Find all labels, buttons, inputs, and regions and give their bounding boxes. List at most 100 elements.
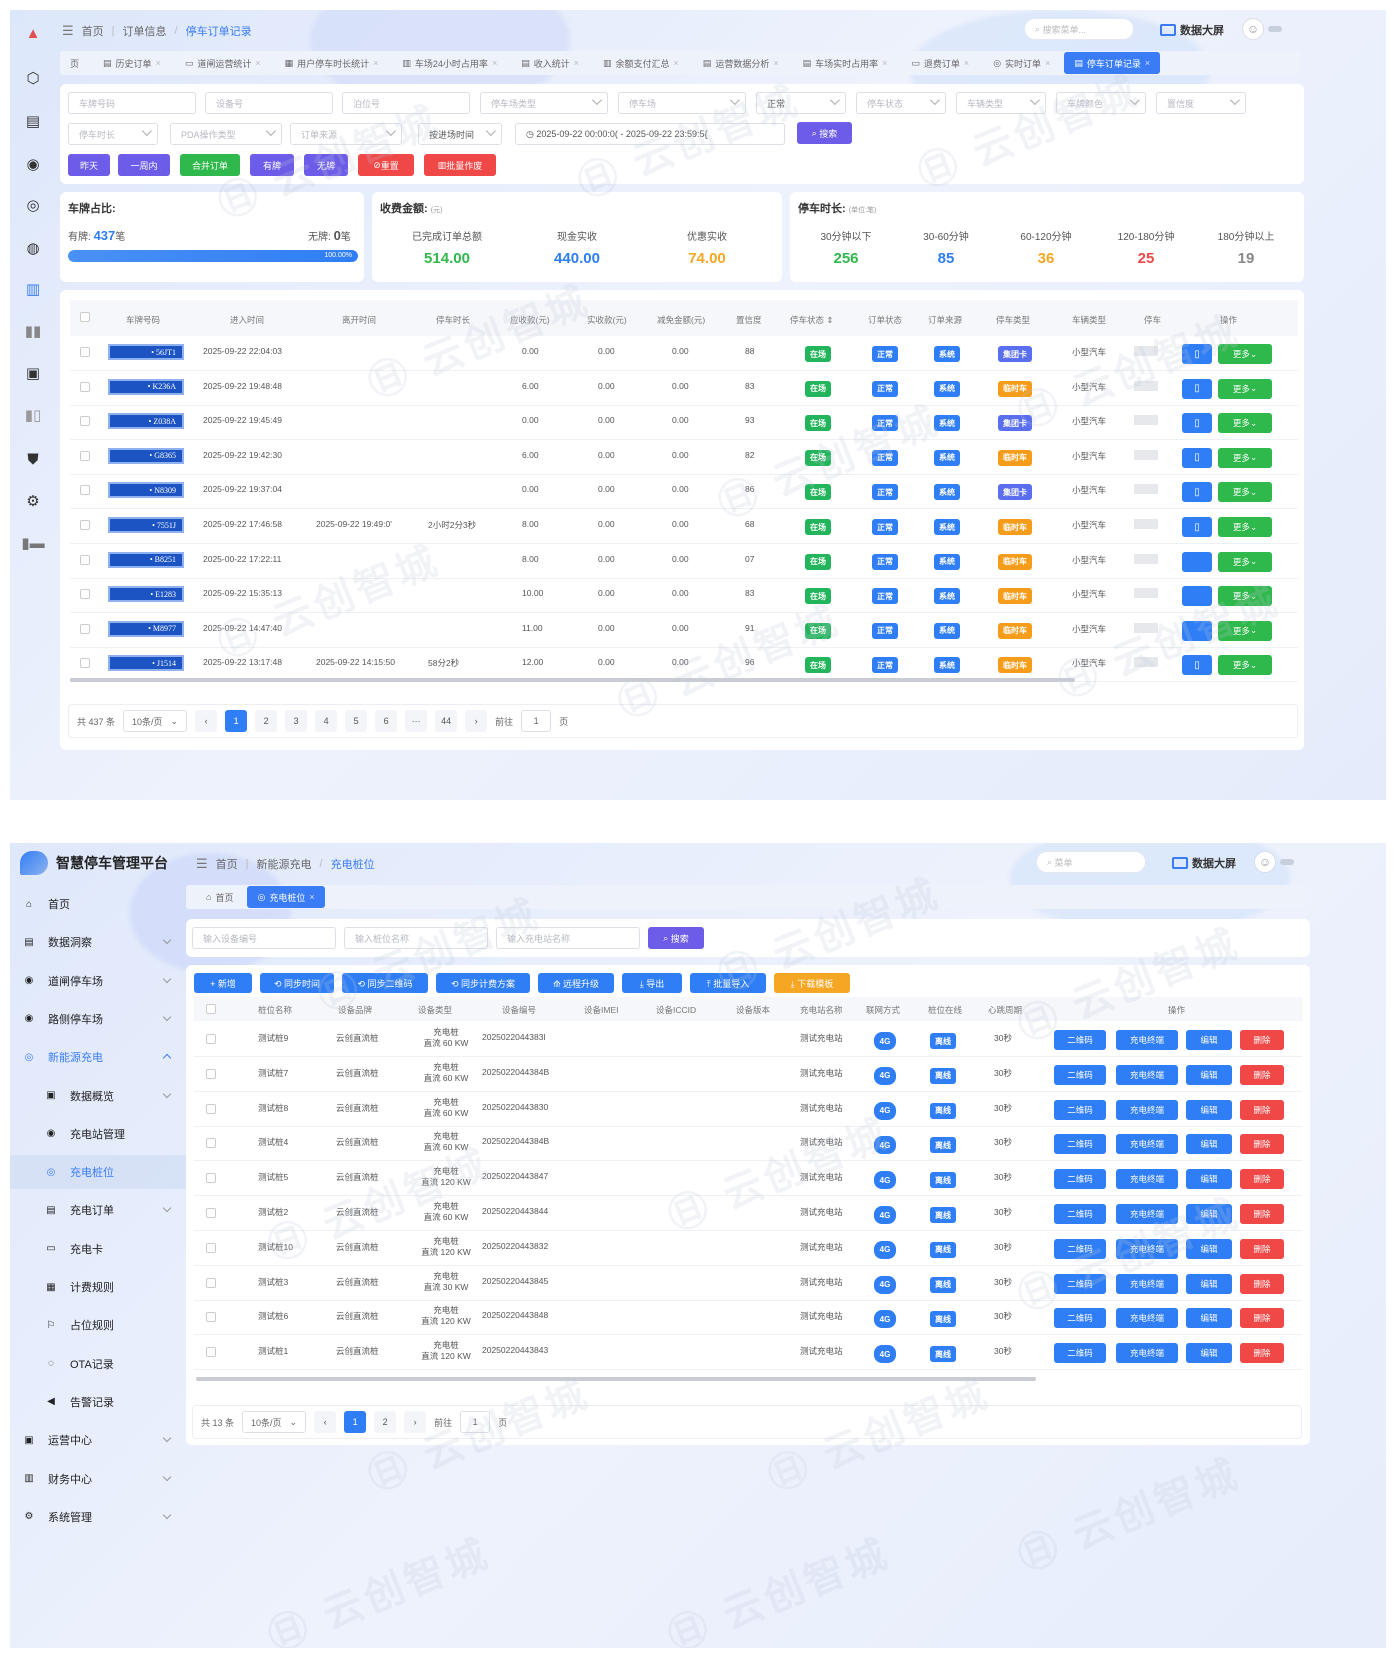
search-input-2[interactable]: 输入充电站名称 [496, 927, 640, 949]
pin-icon[interactable]: ◎ [26, 197, 40, 214]
filter2-3[interactable]: 按进场时间 [418, 123, 502, 145]
select-all-checkbox[interactable] [80, 312, 90, 322]
sidebar-item-10[interactable]: ▦ 计费规则 [10, 1270, 186, 1304]
more-button[interactable]: 更多 ⌄ [1218, 551, 1272, 572]
page-3[interactable]: 3 [285, 710, 308, 732]
view-detail-button[interactable]: ▯ [1182, 344, 1212, 364]
filter-2[interactable]: 泊位号 [342, 92, 470, 114]
toolbar-button-0[interactable]: + 新增 [194, 973, 252, 993]
filter2-2[interactable]: 订单来源 [290, 123, 402, 145]
row-checkbox[interactable] [80, 347, 90, 357]
toolbar-button-3[interactable]: ⟲ 同步计费方案 [436, 973, 530, 993]
page-5[interactable]: 5 [345, 710, 368, 732]
qrcode-button[interactable]: 二维码 [1054, 1134, 1106, 1155]
delete-button[interactable]: 删除 [1240, 1238, 1284, 1259]
qrcode-button[interactable]: 二维码 [1054, 1030, 1106, 1050]
prev-page-button[interactable]: ‹ [314, 1411, 337, 1433]
view-detail-button[interactable] [1182, 620, 1212, 641]
goto-page-input[interactable]: 1 [521, 710, 552, 732]
page-4[interactable]: 4 [315, 710, 338, 732]
search-button[interactable]: ⌕ 搜索 [648, 927, 704, 949]
sidebar-item-0[interactable]: ⌂ 首页 [10, 887, 186, 921]
row-checkbox[interactable] [80, 485, 90, 496]
close-icon[interactable]: × [309, 892, 315, 902]
edit-button[interactable]: 编辑 [1186, 1343, 1232, 1364]
row-checkbox[interactable] [206, 1347, 216, 1358]
monitor-icon[interactable]: ▤ [25, 113, 41, 130]
card-icon[interactable]: ▣ [25, 365, 41, 382]
row-checkbox[interactable] [206, 1068, 216, 1079]
delete-button[interactable]: 删除 [1240, 1134, 1284, 1155]
toolbar-button-7[interactable]: ⤓ 下载模板 [774, 973, 850, 993]
toolbar-button-6[interactable]: ⤒ 批量导入 [690, 973, 766, 993]
breadcrumb-item[interactable]: 首页 [215, 859, 238, 871]
row-checkbox[interactable] [206, 1173, 216, 1184]
tab-1[interactable]: ▤ 历史订单 × [93, 52, 171, 74]
charging-terminal-button[interactable]: 充电终端 [1116, 1030, 1178, 1050]
sidebar-item-6[interactable]: ◉ 充电站管理 [10, 1117, 186, 1151]
breadcrumb-item[interactable]: 新能源充电 [256, 859, 312, 871]
tab-6[interactable]: ▥ 余额支付汇总 × [593, 52, 689, 74]
row-checkbox[interactable] [80, 381, 90, 392]
menu-toggle-icon[interactable]: ☰ [196, 856, 208, 871]
sidebar-item-3[interactable]: ◉ 路侧停车场 [10, 1002, 186, 1036]
edit-button[interactable]: 编辑 [1186, 1308, 1232, 1329]
delete-button[interactable]: 删除 [1240, 1099, 1284, 1120]
avatar[interactable]: ☺ [1254, 851, 1276, 873]
edit-button[interactable]: 编辑 [1186, 1099, 1232, 1120]
page-2[interactable]: 2 [374, 1411, 397, 1433]
quick-button-6[interactable]: ▥ 批量作废 [424, 154, 496, 176]
page-···[interactable]: ··· [405, 710, 428, 732]
tab-9[interactable]: ▭ 退费订单 × [901, 52, 979, 74]
data-screen-button[interactable]: 数据大屏 [1172, 855, 1236, 871]
sidebar-item-7[interactable]: ◎ 充电桩位 [10, 1155, 186, 1190]
settings-icon[interactable]: ⚙ [26, 493, 40, 510]
data-screen-button[interactable]: 数据大屏 [1160, 22, 1224, 38]
tab-0[interactable]: 页 [60, 52, 89, 74]
close-icon[interactable]: × [963, 58, 970, 68]
menu-toggle-icon[interactable]: ☰ [62, 23, 74, 38]
tab-5[interactable]: ▤ 收入统计 × [511, 52, 589, 74]
more-button[interactable]: 更多 ⌄ [1218, 517, 1272, 537]
close-icon[interactable]: × [491, 58, 498, 68]
tab-8[interactable]: ▤ 车场实时占用率 × [793, 52, 898, 74]
avatar[interactable]: ☺ [1242, 18, 1264, 40]
sidebar-item-12[interactable]: ◌ OTA记录 [10, 1347, 186, 1381]
panel-icon[interactable]: ▮▯ [24, 407, 42, 424]
next-page-button[interactable]: › [404, 1411, 427, 1433]
row-checkbox[interactable] [80, 623, 90, 634]
charging-terminal-button[interactable]: 充电终端 [1116, 1238, 1178, 1259]
tab-7[interactable]: ▤ 运营数据分析 × [693, 52, 789, 74]
quick-button-3[interactable]: 有牌 [250, 154, 294, 176]
view-detail-button[interactable]: ▯ [1182, 413, 1212, 434]
qrcode-button[interactable]: 二维码 [1054, 1099, 1106, 1120]
sidebar-item-5[interactable]: ▣ 数据概览 [10, 1079, 186, 1113]
charging-terminal-button[interactable]: 充电终端 [1116, 1064, 1178, 1085]
edit-button[interactable]: 编辑 [1186, 1064, 1232, 1085]
next-page-button[interactable]: › [465, 710, 488, 732]
tab-3[interactable]: ▦ 用户停车时长统计 × [275, 52, 389, 74]
sidebar-item-16[interactable]: ⚙ 系统管理 [10, 1500, 186, 1534]
search-input-0[interactable]: 输入设备编号 [192, 927, 336, 949]
edit-button[interactable]: 编辑 [1186, 1030, 1232, 1050]
home-icon[interactable]: ⬡ [26, 70, 40, 87]
view-detail-button[interactable]: ▯ [1182, 482, 1212, 503]
row-checkbox[interactable] [80, 450, 90, 461]
filter-0[interactable]: 车牌号码 [68, 92, 196, 114]
more-button[interactable]: 更多 ⌄ [1218, 447, 1272, 468]
filter-8[interactable]: 车牌颜色 [1056, 92, 1146, 114]
qrcode-button[interactable]: 二维码 [1054, 1064, 1106, 1085]
tab-10[interactable]: ◎ 实时订单 × [983, 52, 1060, 74]
filter-6[interactable]: 停车状态 [856, 92, 946, 114]
more-button[interactable]: 更多 ⌄ [1218, 344, 1272, 364]
row-checkbox[interactable] [206, 1312, 216, 1323]
more-button[interactable]: 更多 ⌄ [1218, 655, 1272, 676]
delete-button[interactable]: 删除 [1240, 1343, 1284, 1364]
charging-terminal-button[interactable]: 充电终端 [1116, 1343, 1178, 1364]
delete-button[interactable]: 删除 [1240, 1308, 1284, 1329]
edit-button[interactable]: 编辑 [1186, 1169, 1232, 1190]
charging-terminal-button[interactable]: 充电终端 [1116, 1308, 1178, 1329]
breadcrumb-item[interactable]: 订单信息 [122, 26, 167, 38]
row-checkbox[interactable] [80, 658, 90, 669]
edit-button[interactable]: 编辑 [1186, 1273, 1232, 1294]
